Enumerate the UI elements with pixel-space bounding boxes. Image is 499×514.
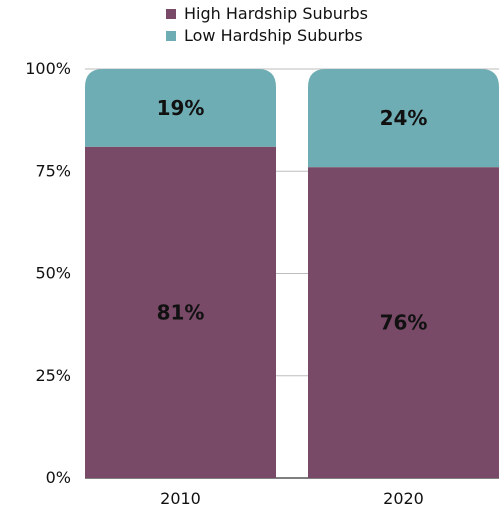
legend-swatch (166, 9, 176, 19)
data-label: 81% (157, 300, 205, 324)
y-tick-label: 0% (46, 468, 71, 487)
x-tick-label: 2020 (383, 489, 424, 508)
legend-label: Low Hardship Suburbs (184, 26, 363, 45)
y-tick-label: 75% (35, 161, 71, 180)
legend-swatch (166, 31, 176, 41)
x-axis: 2010 2020 (160, 489, 424, 508)
bar-segment-2010-0 (85, 146, 276, 478)
data-label: 19% (157, 96, 205, 120)
data-label: 76% (380, 311, 428, 335)
legend-label: High Hardship Suburbs (184, 4, 368, 23)
data-label: 24% (380, 106, 428, 130)
x-tick-label: 2010 (160, 489, 201, 508)
bar-segment-2020-1 (308, 69, 499, 168)
y-tick-label: 100% (25, 59, 71, 78)
legend: High Hardship Suburbs Low Hardship Suburb… (166, 4, 368, 45)
y-tick-label: 25% (35, 366, 71, 385)
bar-segment-2020-0 (308, 167, 499, 478)
bar-segment-2010-1 (85, 69, 276, 147)
y-tick-label: 50% (35, 264, 71, 283)
y-axis: 0% 25% 50% 75% 100% (25, 59, 71, 487)
bars: 81% 19% 76% 24% (85, 69, 499, 478)
